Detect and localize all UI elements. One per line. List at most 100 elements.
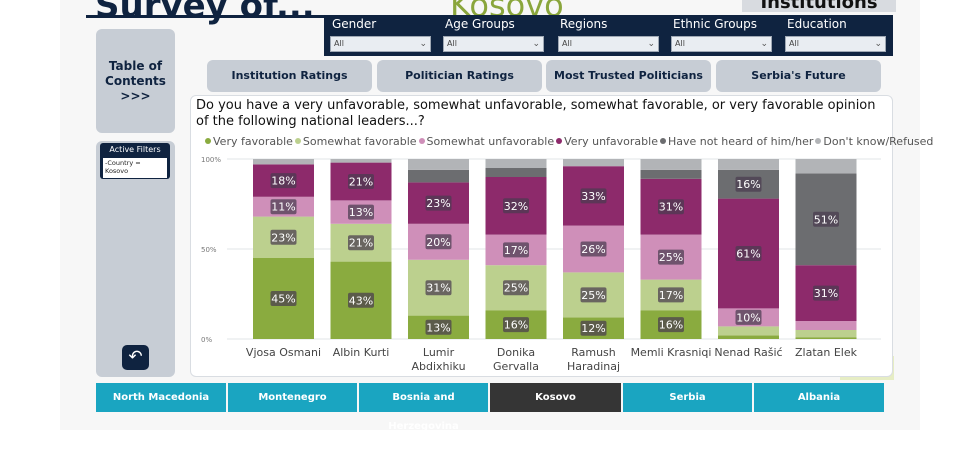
country-tab-kosovo[interactable]: Kosovo [490, 383, 621, 412]
legend-swatch [659, 138, 666, 144]
data-label: 10% [736, 311, 760, 324]
country-tab-serbia[interactable]: Serbia [623, 383, 752, 412]
age-groups-select[interactable]: All ⌄ [443, 36, 544, 52]
tab-institution-ratings[interactable]: Institution Ratings [207, 60, 372, 92]
bar-segment [253, 159, 314, 165]
data-label-bg [658, 287, 684, 303]
data-label-bg [270, 199, 297, 215]
bar-segment [718, 159, 779, 170]
back-arrow-icon: ↶ [128, 347, 143, 367]
data-label: 32% [504, 200, 528, 213]
back-button[interactable]: ↶ [122, 345, 149, 370]
sidebar-panel: Active Filters -Country = Kosovo ↶ [96, 141, 175, 377]
filter-value: All [675, 39, 685, 48]
data-label-bg [425, 195, 452, 211]
country-tab-albania[interactable]: Albania [754, 383, 884, 412]
tab-serbias-future[interactable]: Serbia's Future [716, 60, 881, 92]
legend-label: Somewhat favorable [302, 135, 417, 148]
data-label: 11% [271, 201, 295, 214]
filter-value: All [789, 39, 799, 48]
data-label-bg [348, 174, 374, 189]
data-label: 12% [581, 322, 605, 335]
education-select[interactable]: All ⌄ [785, 36, 886, 52]
data-label-bg [813, 285, 839, 301]
page-title: Survey of... [95, 0, 315, 26]
legend-label: Very favorable [213, 135, 293, 148]
category-label: Memli Krasniqi [631, 346, 712, 359]
bar-segment [640, 169, 702, 179]
data-label-bg [503, 317, 529, 333]
bar-segment [408, 169, 469, 183]
data-label-bg [425, 280, 452, 296]
table-of-contents-button[interactable]: Table of Contents >>> [96, 29, 175, 133]
legend-label: Have not heard of him/her [667, 135, 814, 148]
active-filters: Active Filters -Country = Kosovo [100, 143, 170, 179]
data-label: 33% [581, 190, 605, 203]
chevron-down-icon: ⌄ [874, 39, 882, 49]
category-label: Gervalla [493, 360, 539, 373]
data-label: 25% [504, 282, 528, 295]
data-label-bg [425, 234, 452, 250]
data-label-bg [813, 211, 839, 227]
bar-segment [563, 159, 624, 167]
data-label-bg [658, 249, 684, 265]
institutions-heading: Institutions [742, 0, 896, 12]
toc-line: Table of [108, 59, 163, 73]
legend-item: Very unfavorable [556, 135, 658, 148]
country-tab-bosnia-and-herzegovina[interactable]: Bosnia and Herzegovina [359, 383, 488, 432]
stacked-bar-chart: 100% 50% 0% Vjosa Osmani Albin Kurti LumirAbd… [201, 156, 881, 373]
filter-regions: Regions All ⌄ [552, 15, 662, 56]
tab-politician-ratings[interactable]: Politician Ratings [377, 60, 542, 92]
data-label: 25% [659, 251, 683, 264]
legend-item: Somewhat favorable [294, 135, 417, 148]
data-label-bg [735, 176, 762, 192]
category-label: Albin Kurti [333, 346, 390, 359]
data-label-bg [580, 241, 607, 257]
filter-value: All [562, 39, 572, 48]
gender-select[interactable]: All ⌄ [330, 36, 431, 52]
data-label: 51% [814, 213, 838, 226]
data-label: 13% [426, 321, 450, 334]
data-label-bg [503, 198, 529, 214]
bar-segment [795, 337, 857, 339]
chevron-down-icon: ⌄ [419, 39, 427, 49]
bar-segment [795, 321, 857, 330]
active-filter-line: -Country = [105, 159, 141, 167]
legend-item: Very favorable [205, 135, 293, 148]
country-tab-north-macedonia[interactable]: North Macedonia [96, 383, 226, 412]
category-label: Zlatan Elek [795, 346, 858, 359]
country-navigation: North Macedonia Montenegro Bosnia and He… [96, 383, 884, 432]
data-label: 31% [426, 282, 450, 295]
data-label-bg [348, 235, 374, 251]
regions-select[interactable]: All ⌄ [558, 36, 659, 52]
filter-label: Ethnic Groups [673, 17, 758, 31]
y-tick-label: 50% [201, 246, 217, 254]
category-label: Donika [497, 346, 535, 359]
category-label: Ramush [571, 346, 616, 359]
bar-segment [485, 168, 547, 177]
filter-ethnic-groups: Ethnic Groups All ⌄ [665, 15, 775, 56]
filter-label: Education [787, 17, 847, 31]
data-label-bg [270, 291, 297, 306]
data-label: 43% [349, 294, 373, 307]
data-label-bg [348, 292, 374, 308]
tab-most-trusted-politicians[interactable]: Most Trusted Politicians [546, 60, 711, 92]
data-label-bg [658, 199, 684, 215]
data-label: 17% [504, 244, 528, 257]
data-label-bg [503, 242, 529, 258]
toc-line: Contents [105, 74, 166, 88]
ethnic-groups-select[interactable]: All ⌄ [671, 36, 772, 52]
y-tick-label: 100% [201, 156, 221, 164]
country-tab-montenegro[interactable]: Montenegro [228, 383, 357, 412]
data-label: 16% [736, 178, 760, 191]
data-label-bg [425, 319, 452, 335]
data-label: 13% [349, 206, 373, 219]
y-tick-label: 0% [201, 336, 212, 344]
data-label: 21% [349, 176, 373, 189]
category-label: Haradinaj [567, 360, 620, 373]
legend-swatch [294, 138, 301, 144]
data-label-bg [348, 204, 374, 220]
data-label-bg [735, 246, 762, 261]
data-label: 26% [581, 243, 605, 256]
data-label-bg [658, 317, 684, 333]
